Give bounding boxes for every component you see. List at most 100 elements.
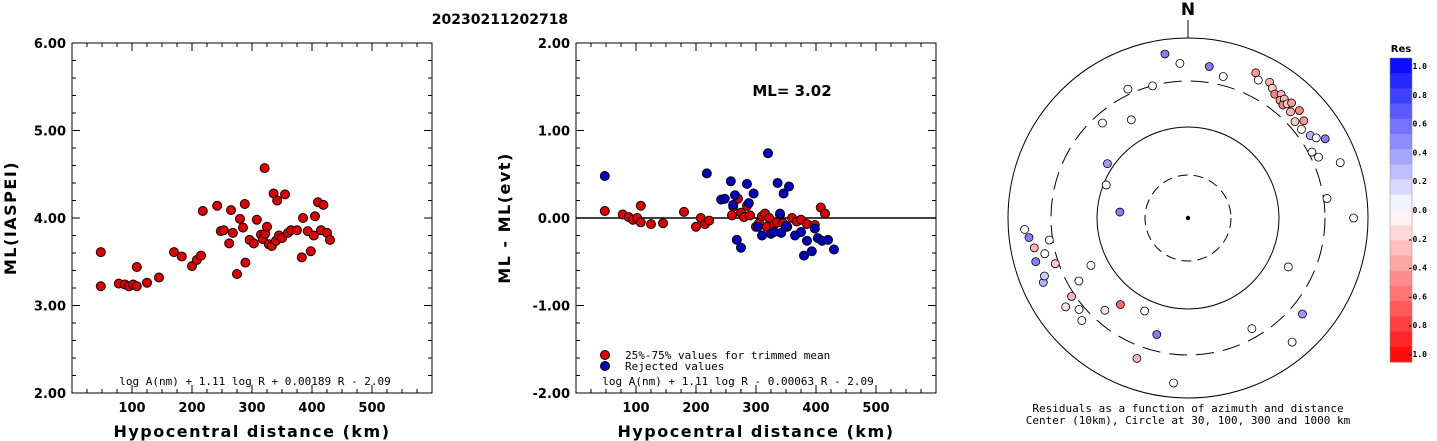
colorbar-cell: [1390, 255, 1412, 272]
left-data-point: [95, 247, 106, 258]
residual-point: [1169, 378, 1178, 388]
left-data-point: [280, 189, 290, 200]
residual-point: [1115, 207, 1125, 217]
residual-point: [1029, 243, 1039, 253]
middle-data-point: [599, 206, 610, 216]
left-data-point: [131, 262, 142, 272]
residual-point: [1100, 305, 1110, 315]
middle-data-point: [658, 218, 668, 229]
colorbar: Res 1.0 0.8 0.6 0.4 0.2 0.0 -0.2 -0.4 -0.6 -0.8 -1…: [1389, 44, 1427, 363]
middle-y-tick-label: 2.00: [538, 37, 570, 52]
colorbar-ticks: 1.0 0.8 0.6 0.4 0.2 0.0 -0.2 -0.4 -0.6 -0.8 -1.0: [1408, 62, 1427, 359]
ring-300km: [1050, 80, 1326, 356]
north-label: N: [1181, 0, 1195, 20]
middle-data-point: [784, 181, 794, 192]
middle-data-point: [829, 244, 839, 255]
left-x-tick-label: 100: [118, 401, 145, 416]
middle-data-point: [646, 219, 656, 230]
middle-y-tick-label: -2.00: [533, 387, 570, 402]
residual-point: [1287, 98, 1296, 108]
left-data-point: [226, 205, 236, 216]
colorbar-tick-label: 0.0: [1413, 206, 1428, 215]
colorbar-cell: [1390, 194, 1412, 211]
left-x-tick-label: 500: [358, 401, 385, 416]
polar-caption-line2: Center (10km), Circle at 30, 100, 300 an…: [1026, 414, 1351, 427]
colorbar-cell: [1390, 88, 1412, 105]
residual-point: [1086, 260, 1096, 270]
legend-marker-rejected: [600, 361, 610, 371]
residual-point: [1297, 124, 1306, 134]
residual-point: [1335, 158, 1345, 167]
middle-data-point: [757, 230, 767, 241]
residual-point: [1140, 306, 1150, 316]
residual-point: [1314, 152, 1323, 162]
left-data-point: [318, 199, 329, 210]
middle-y-axis-label: ML - ML(evt): [495, 152, 514, 284]
colorbar-tick-label: 0.2: [1413, 177, 1428, 186]
residual-point: [1294, 106, 1304, 115]
colorbar-cell: [1390, 73, 1412, 89]
colorbar-cell: [1390, 225, 1412, 241]
residual-point: [1040, 249, 1050, 259]
ring-30km: [1144, 174, 1232, 262]
residual-point: [1218, 72, 1228, 81]
left-data-point: [154, 272, 164, 283]
middle-data-point: [731, 234, 742, 245]
residual-point: [1074, 305, 1084, 314]
left-y-tick-label: 4.00: [34, 212, 66, 227]
left-data-point: [196, 250, 206, 261]
colorbar-cells: [1389, 57, 1413, 363]
middle-data-point: [745, 210, 755, 221]
left-data-point: [251, 214, 262, 225]
residual-point: [1132, 353, 1142, 363]
residual-point: [1286, 107, 1295, 117]
residual-point: [1311, 133, 1321, 143]
residual-point: [1126, 115, 1136, 125]
left-data-point: [259, 163, 270, 174]
left-y-axis-label: ML(IASPEI): [1, 161, 20, 275]
residual-point: [1103, 159, 1112, 169]
left-data-point: [240, 257, 251, 268]
middle-data-point: [635, 200, 646, 211]
middle-data-point: [742, 178, 752, 189]
residual-point: [1061, 302, 1071, 312]
left-data-point: [272, 195, 283, 206]
middle-x-tick-label: 500: [862, 401, 889, 416]
left-data-point: [239, 199, 250, 209]
residual-point: [1101, 180, 1111, 190]
residual-point: [1152, 330, 1162, 339]
left-plot-frame: [71, 42, 433, 394]
residual-point: [1320, 134, 1330, 144]
colorbar-cell: [1390, 286, 1412, 302]
left-data-point: [197, 206, 208, 216]
middle-formula: log A(nm) + 1.11 log R - 0.00063 R - 2.0…: [602, 375, 874, 388]
residual-point: [1020, 225, 1029, 234]
residual-points: [1020, 49, 1358, 388]
middle-data-point: [772, 178, 783, 188]
middle-data-point: [719, 193, 730, 204]
middle-data-point: [763, 148, 773, 159]
middle-y-tick-label: 1.00: [538, 125, 570, 140]
residual-point: [1050, 259, 1060, 269]
left-axis-ticks: 100 200 300 400 500 2.00 3.00 4.00 5.00 6.00: [34, 37, 433, 416]
left-data-point: [224, 238, 235, 249]
residual-point: [1290, 117, 1300, 127]
left-x-tick-label: 400: [298, 401, 325, 416]
left-data-point: [232, 269, 242, 279]
left-data-points: [95, 163, 335, 292]
residual-point: [1204, 62, 1214, 71]
middle-data-point: [823, 234, 833, 245]
legend-marker-trimmed: [600, 350, 610, 360]
colorbar-cell: [1390, 134, 1412, 150]
ring-100km: [1096, 126, 1280, 310]
figure-title: 20230211202718: [432, 12, 568, 28]
residual-point: [1123, 84, 1133, 94]
middle-data-point: [701, 168, 712, 179]
colorbar-cell: [1390, 58, 1412, 74]
left-data-point: [169, 247, 179, 258]
left-formula: log A(nm) + 1.11 log R + 0.00189 R - 2.0…: [119, 375, 391, 388]
middle-data-point: [728, 199, 739, 210]
residual-point: [1067, 292, 1077, 301]
left-data-point: [310, 211, 320, 222]
